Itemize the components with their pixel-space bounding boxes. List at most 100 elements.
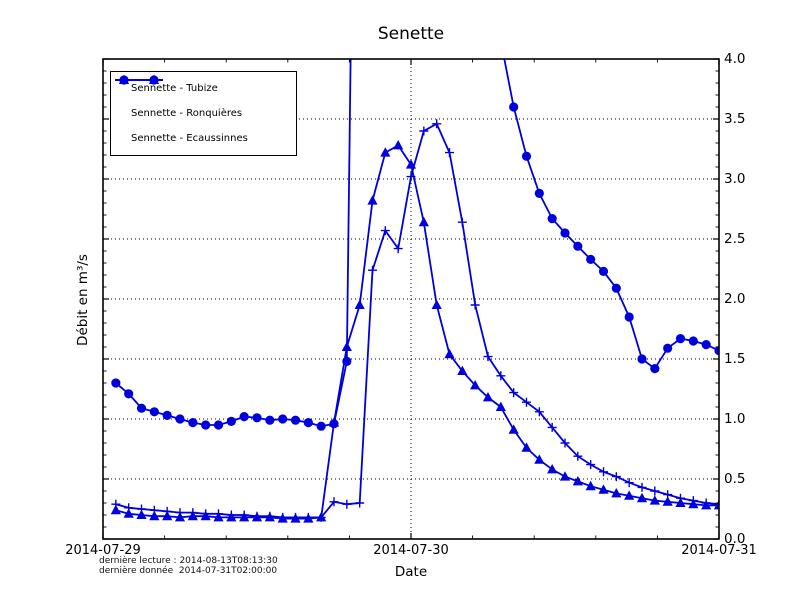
data-point-triangle xyxy=(303,513,314,523)
data-point-triangle xyxy=(316,512,327,522)
data-point-circle xyxy=(149,407,159,417)
data-point-plus xyxy=(624,478,634,488)
legend-label: Sennette - Ronquières xyxy=(131,108,243,119)
data-point-plus xyxy=(393,244,403,254)
data-point-triangle xyxy=(148,74,160,84)
data-point-triangle xyxy=(482,392,494,402)
data-point-triangle xyxy=(277,513,288,523)
y-tick-label-2.5: 2.5 xyxy=(724,231,746,247)
y-tick-label-2.0: 2.0 xyxy=(724,291,746,307)
y-tick-label-1.5: 1.5 xyxy=(724,351,746,367)
data-point-plus xyxy=(483,352,493,362)
legend-label: Sennette - Ecaussinnes xyxy=(131,133,248,144)
data-point-circle xyxy=(201,420,211,430)
data-point-triangle xyxy=(444,348,455,359)
data-point-circle xyxy=(136,403,147,413)
data-point-circle xyxy=(701,340,711,350)
data-point-triangle xyxy=(187,510,198,521)
data-point-triangle xyxy=(713,500,719,510)
data-point-triangle xyxy=(547,464,558,474)
data-point-triangle xyxy=(354,299,365,309)
data-point-plus xyxy=(355,498,365,508)
data-point-triangle xyxy=(508,424,519,434)
data-point-plus xyxy=(547,422,557,432)
x-tick-label-2014-07-30: 2014-07-30 xyxy=(373,543,449,558)
data-point-triangle xyxy=(585,480,596,491)
data-point-plus xyxy=(329,497,339,507)
data-point-triangle xyxy=(405,159,417,169)
chart-title: Senette xyxy=(377,24,445,44)
y-axis-label: Débit en m³/s xyxy=(75,254,91,346)
data-point-triangle xyxy=(213,512,224,522)
data-point-plus xyxy=(586,460,596,470)
data-point-plus xyxy=(445,148,454,158)
data-point-triangle xyxy=(636,492,648,503)
data-point-plus xyxy=(368,265,377,275)
series-0 xyxy=(111,59,719,431)
data-point-plus xyxy=(470,300,480,310)
data-point-plus xyxy=(419,126,429,136)
y-tick-label-3.5: 3.5 xyxy=(724,111,746,127)
data-point-triangle xyxy=(290,513,301,523)
data-point-triangle xyxy=(495,401,506,411)
data-point-plus xyxy=(496,371,506,381)
data-point-triangle xyxy=(162,510,173,521)
data-point-circle xyxy=(303,418,313,428)
data-point-circle xyxy=(611,283,621,293)
x-tick-label-2014-07-29: 2014-07-29 xyxy=(65,543,141,558)
data-point-plus xyxy=(637,482,647,492)
data-point-triangle xyxy=(457,365,468,375)
data-point-plus xyxy=(432,119,442,129)
data-point-circle xyxy=(213,420,224,430)
data-point-plus xyxy=(560,438,570,448)
data-point-triangle xyxy=(174,512,186,522)
data-point-circle xyxy=(714,346,719,356)
data-point-triangle xyxy=(572,476,583,486)
data-point-triangle xyxy=(226,512,237,522)
data-point-circle xyxy=(265,415,275,425)
data-point-circle xyxy=(534,188,544,198)
data-point-plus xyxy=(650,486,660,496)
data-point-plus xyxy=(380,226,390,236)
legend-item-ecaussinnes: Sennette - Ecaussinnes xyxy=(115,74,296,151)
data-point-triangle xyxy=(200,510,211,521)
data-point-triangle xyxy=(418,216,429,227)
data-point-plus xyxy=(611,472,621,482)
data-point-circle xyxy=(586,254,596,264)
series-line xyxy=(115,59,719,428)
data-point-circle xyxy=(573,241,583,251)
data-point-triangle xyxy=(110,504,121,515)
data-point-circle xyxy=(598,266,609,276)
data-point-circle xyxy=(624,312,634,322)
data-point-triangle xyxy=(559,471,571,481)
data-point-triangle xyxy=(534,454,545,464)
data-point-triangle xyxy=(521,442,532,452)
data-point-circle xyxy=(175,414,185,424)
data-point-triangle xyxy=(123,508,134,518)
data-point-circle xyxy=(316,421,326,431)
data-point-triangle xyxy=(136,509,147,519)
y-tick-label-1.0: 1.0 xyxy=(724,411,746,427)
x-axis-label: Date xyxy=(394,564,428,580)
legend-marker-triangle-icon xyxy=(115,74,163,84)
data-point-triangle xyxy=(649,495,660,505)
y-tick-label-0.0: 0.0 xyxy=(724,531,746,547)
data-point-triangle xyxy=(470,380,481,390)
data-point-plus xyxy=(714,499,719,509)
series-2 xyxy=(110,140,719,523)
data-point-circle xyxy=(663,343,673,353)
data-point-triangle xyxy=(675,497,686,507)
data-point-circle xyxy=(509,102,519,112)
data-point-circle xyxy=(111,378,121,388)
data-point-circle xyxy=(252,413,262,423)
data-point-plus xyxy=(534,407,544,417)
data-point-circle xyxy=(226,416,236,426)
legend: Sennette - Tubize Sennette - Ronquières … xyxy=(110,71,297,156)
data-point-circle xyxy=(290,415,301,425)
data-point-triangle xyxy=(149,510,160,521)
data-point-circle xyxy=(675,334,686,344)
data-point-triangle xyxy=(611,488,622,498)
data-point-circle xyxy=(162,410,172,420)
